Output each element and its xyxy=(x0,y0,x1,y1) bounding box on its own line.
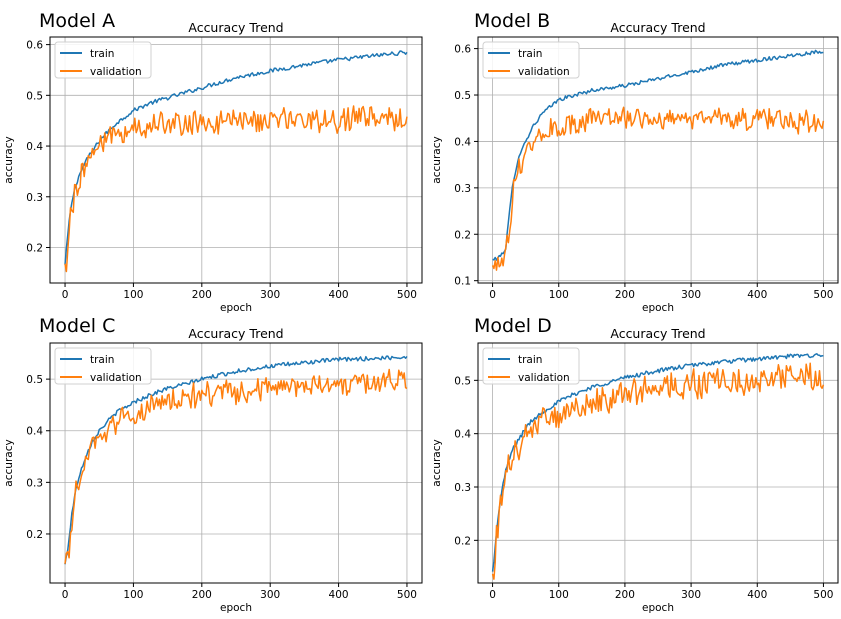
x-tick-label: 100 xyxy=(549,589,569,601)
y-axis-label: accuracy xyxy=(3,136,15,183)
y-tick-label: 0.2 xyxy=(454,535,471,547)
legend-label-train: train xyxy=(518,48,542,60)
x-tick-label: 400 xyxy=(329,589,349,601)
legend-box xyxy=(482,41,580,79)
x-tick-label: 200 xyxy=(192,289,212,301)
legend-label-validation: validation xyxy=(518,372,570,384)
chart-title: Accuracy Trend xyxy=(188,20,283,35)
legend: train validation xyxy=(482,41,580,79)
y-tick-label: 0.5 xyxy=(26,374,43,386)
legend-box xyxy=(54,41,152,79)
x-tick-label: 500 xyxy=(397,289,417,301)
series-line-validation xyxy=(491,362,825,580)
chart-panel: Model B Accuracy Trend 0 100 200 300 400 500 0.1… xyxy=(431,10,839,314)
x-tick-label: 200 xyxy=(615,589,635,601)
x-tick-label: 400 xyxy=(747,289,767,301)
x-tick-label: 500 xyxy=(397,589,417,601)
panel-label: Model A xyxy=(39,10,115,32)
chart-panel: Model A Accuracy Trend 0 100 200 300 400 500 0.2… xyxy=(3,10,423,314)
chart-panel: Model C Accuracy Trend 0 100 200 300 400 500 0.2… xyxy=(3,315,423,614)
x-axis-label: epoch xyxy=(220,302,252,314)
x-tick-label: 0 xyxy=(489,589,496,601)
chart-title: Accuracy Trend xyxy=(188,326,283,341)
x-tick-label: 100 xyxy=(549,289,569,301)
plot-frame xyxy=(49,36,423,284)
x-tick-label: 300 xyxy=(260,289,280,301)
legend: train validation xyxy=(54,347,152,385)
legend-label-train: train xyxy=(518,354,542,366)
y-tick-label: 0.5 xyxy=(454,375,471,387)
y-tick-label: 0.6 xyxy=(454,44,471,56)
x-tick-label: 100 xyxy=(123,289,143,301)
y-tick-label: 0.2 xyxy=(26,242,43,254)
legend-label-validation: validation xyxy=(90,66,142,78)
panel-label: Model B xyxy=(474,10,550,32)
x-axis-label: epoch xyxy=(220,602,252,614)
x-tick-label: 200 xyxy=(615,289,635,301)
y-tick-label: 0.3 xyxy=(26,477,43,489)
y-axis-label: accuracy xyxy=(3,439,15,486)
x-tick-label: 100 xyxy=(123,589,143,601)
x-axis-label: epoch xyxy=(642,302,674,314)
y-tick-label: 0.3 xyxy=(454,482,471,494)
y-tick-label: 0.3 xyxy=(454,183,471,195)
x-axis-label: epoch xyxy=(642,602,674,614)
y-tick-label: 0.2 xyxy=(26,529,43,541)
y-tick-label: 0.4 xyxy=(454,429,471,441)
y-tick-label: 0.5 xyxy=(26,90,43,102)
chart-panel: Model D Accuracy Trend 0 100 200 300 400 500 0.2… xyxy=(431,315,839,614)
x-tick-label: 300 xyxy=(260,589,280,601)
y-tick-label: 0.4 xyxy=(454,136,471,148)
y-axis-label: accuracy xyxy=(431,439,443,486)
legend-label-validation: validation xyxy=(90,372,142,384)
x-tick-label: 400 xyxy=(329,289,349,301)
x-tick-label: 300 xyxy=(681,589,701,601)
panel-label: Model D xyxy=(474,315,552,337)
plot-frame xyxy=(477,342,839,584)
legend-label-train: train xyxy=(90,48,114,60)
y-tick-label: 0.3 xyxy=(26,192,43,204)
y-tick-label: 0.1 xyxy=(454,276,471,288)
plot-frame xyxy=(49,342,423,584)
plot-frame xyxy=(477,36,839,284)
x-tick-label: 0 xyxy=(62,289,69,301)
series-line-validation xyxy=(491,106,825,271)
y-tick-label: 0.5 xyxy=(454,90,471,102)
legend: train validation xyxy=(54,41,152,79)
x-tick-label: 500 xyxy=(813,589,833,601)
series-line-validation xyxy=(64,368,408,564)
y-axis-label: accuracy xyxy=(431,136,443,183)
series-line-train xyxy=(491,353,824,572)
legend-box xyxy=(54,347,152,385)
y-tick-label: 0.6 xyxy=(26,40,43,52)
series-line-train xyxy=(64,50,408,265)
x-tick-label: 300 xyxy=(681,289,701,301)
chart-title: Accuracy Trend xyxy=(610,20,705,35)
y-tick-label: 0.4 xyxy=(26,426,43,438)
y-tick-label: 0.2 xyxy=(454,229,471,241)
series-line-train xyxy=(64,355,408,565)
x-tick-label: 0 xyxy=(62,589,69,601)
legend-label-validation: validation xyxy=(518,66,570,78)
y-tick-label: 0.4 xyxy=(26,141,43,153)
chart-title: Accuracy Trend xyxy=(610,326,705,341)
legend-box xyxy=(482,347,580,385)
x-tick-label: 500 xyxy=(813,289,833,301)
series-line-validation xyxy=(64,105,408,273)
legend: train validation xyxy=(482,347,580,385)
x-tick-label: 200 xyxy=(192,589,212,601)
x-tick-label: 0 xyxy=(489,289,496,301)
legend-label-train: train xyxy=(90,354,114,366)
series-line-train xyxy=(492,49,824,261)
x-tick-label: 400 xyxy=(747,589,767,601)
panel-label: Model C xyxy=(39,315,115,337)
